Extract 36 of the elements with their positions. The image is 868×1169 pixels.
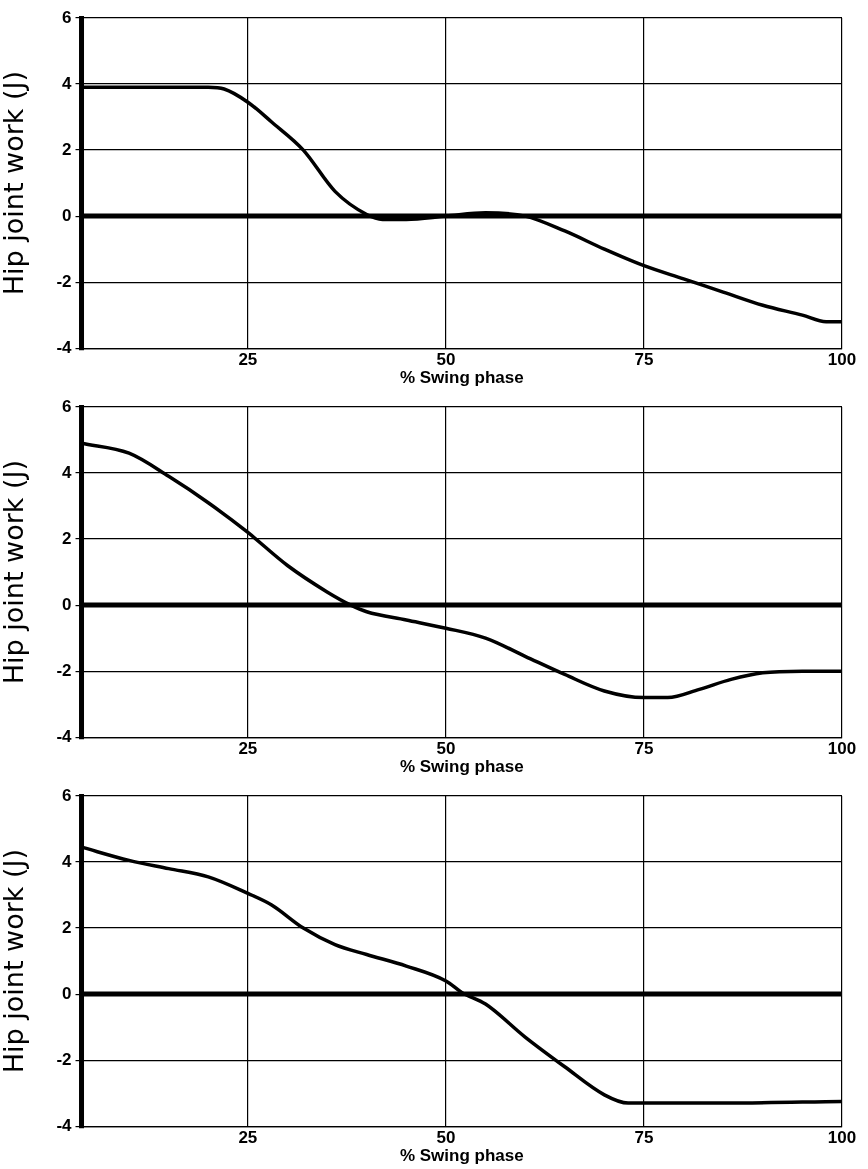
x-tick-label: 75	[634, 350, 654, 370]
x-tick-label: 50	[436, 350, 456, 370]
y-tick-label: 2	[62, 139, 72, 159]
y-tick-label: 6	[62, 396, 72, 416]
y-tick-label: 0	[62, 983, 72, 1003]
x-tick-label: 100	[827, 739, 857, 759]
x-tick-label: 75	[634, 1128, 654, 1148]
y-tick-label: 4	[62, 851, 73, 871]
y-axis-title: Hip joint work (J)	[0, 848, 30, 1074]
x-axis-title: % Swing phase	[399, 757, 524, 777]
x-tick-label: 25	[238, 739, 258, 759]
x-tick-label: 25	[238, 1128, 258, 1148]
y-tick-label: -4	[56, 1115, 73, 1135]
y-tick-label: 4	[62, 73, 73, 93]
y-tick-label: -4	[56, 337, 73, 357]
y-tick-label: -2	[56, 660, 72, 680]
y-tick-label: -2	[56, 1049, 72, 1069]
y-tick-label: 6	[62, 785, 72, 805]
y-tick-label: 0	[62, 205, 72, 225]
y-tick-label: 6	[62, 7, 72, 27]
x-axis-title: % Swing phase	[399, 1146, 524, 1166]
x-tick-label: 25	[238, 350, 258, 370]
y-tick-label: 2	[62, 528, 72, 548]
y-tick-label: -4	[56, 726, 73, 746]
x-tick-label: 100	[827, 350, 857, 370]
y-tick-label: 2	[62, 917, 72, 937]
y-axis-title: Hip joint work (J)	[0, 70, 30, 296]
x-tick-label: 100	[827, 1128, 857, 1148]
y-axis-title: Hip joint work (J)	[0, 459, 30, 685]
y-tick-label: 4	[62, 462, 73, 482]
x-tick-label: 75	[634, 739, 654, 759]
y-tick-label: 0	[62, 594, 72, 614]
x-axis-title: % Swing phase	[399, 368, 524, 388]
x-tick-label: 50	[436, 739, 456, 759]
y-tick-label: -2	[56, 271, 72, 291]
x-tick-label: 50	[436, 1128, 456, 1148]
